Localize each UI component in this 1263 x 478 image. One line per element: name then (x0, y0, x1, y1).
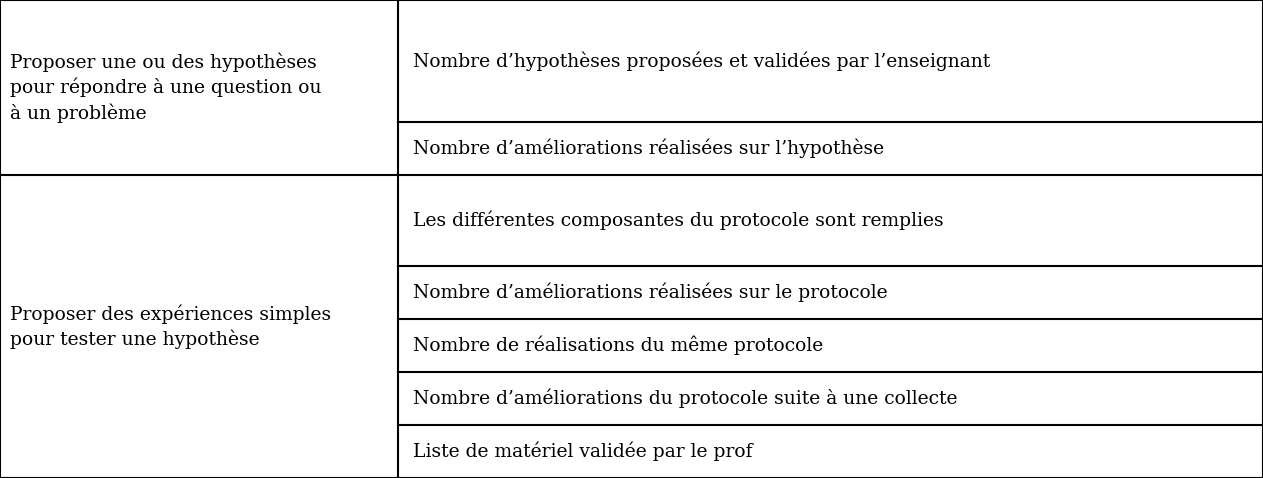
Text: Nombre d’améliorations réalisées sur l’hypothèse: Nombre d’améliorations réalisées sur l’h… (413, 139, 884, 159)
Text: Nombre d’améliorations du protocole suite à une collecte: Nombre d’améliorations du protocole suit… (413, 389, 957, 408)
Text: Nombre d’améliorations réalisées sur le protocole: Nombre d’améliorations réalisées sur le … (413, 282, 888, 302)
Text: Liste de matériel validée par le prof: Liste de matériel validée par le prof (413, 442, 753, 461)
Text: Les différentes composantes du protocole sont remplies: Les différentes composantes du protocole… (413, 211, 943, 230)
Text: Nombre de réalisations du même protocole: Nombre de réalisations du même protocole (413, 336, 823, 355)
Text: Proposer des expériences simples
pour tester une hypothèse: Proposer des expériences simples pour te… (10, 304, 331, 349)
Text: Proposer une ou des hypothèses
pour répondre à une question ou
à un problème: Proposer une ou des hypothèses pour répo… (10, 52, 322, 123)
Text: Nombre d’hypothèses proposées et validées par l’enseignant: Nombre d’hypothèses proposées et validée… (413, 51, 990, 71)
